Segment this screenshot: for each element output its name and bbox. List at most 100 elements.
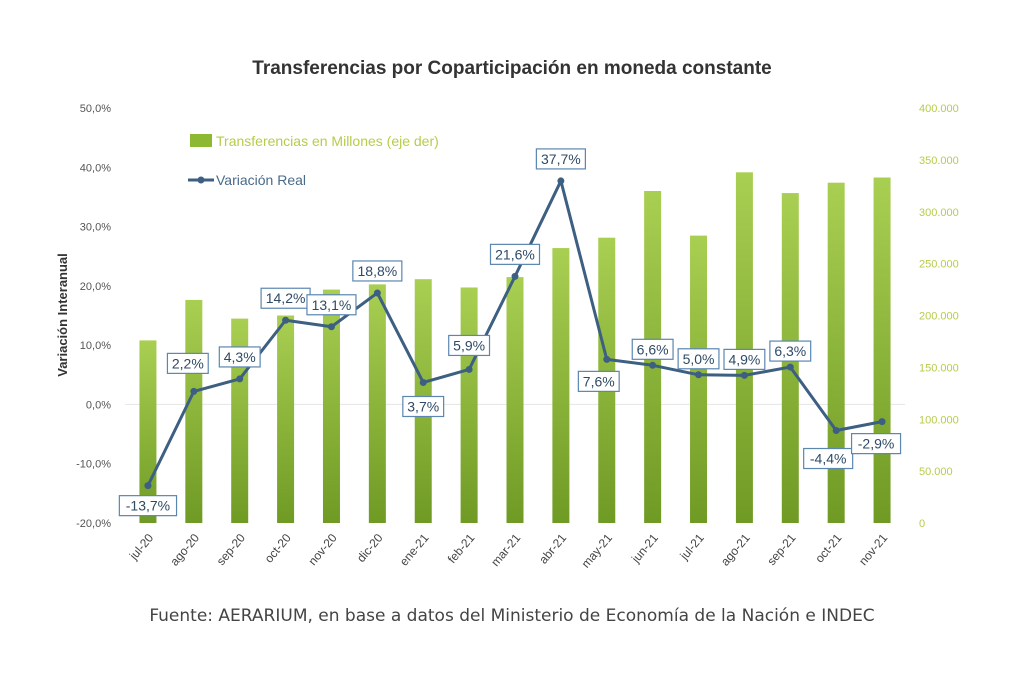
y-right-tick-label: 50.000 — [919, 466, 953, 478]
data-label-box — [535, 148, 586, 170]
y-right-tick-label: 100.000 — [919, 414, 959, 426]
bar — [368, 284, 386, 523]
line-point — [282, 316, 290, 324]
y-right-tick-label: 350.000 — [919, 155, 959, 167]
data-label: 4,3% — [224, 349, 256, 365]
data-label: 14,2% — [266, 290, 306, 306]
data-label: 3,7% — [407, 398, 439, 414]
x-tick-label: sep-21 — [764, 531, 799, 568]
data-label-box — [850, 433, 902, 455]
y-left-tick-label: 30,0% — [80, 222, 111, 234]
data-label-box — [677, 348, 720, 370]
chart-title: Transferencias por Coparticipación en mo… — [252, 58, 772, 79]
data-label-box — [769, 340, 812, 362]
line-point — [603, 355, 611, 363]
x-tick-label: mar-21 — [488, 531, 523, 569]
x-tick-label: jul-20 — [126, 531, 156, 563]
bar — [735, 172, 753, 523]
data-label-box — [166, 352, 209, 374]
data-label-box — [723, 348, 766, 370]
line-point — [236, 375, 244, 383]
bar — [552, 248, 570, 523]
y-left-tick-label: 10,0% — [80, 340, 111, 352]
legend-line-label: Variación Real — [216, 172, 306, 188]
y-left-tick-label: 40,0% — [80, 162, 111, 174]
line-point — [832, 427, 840, 435]
data-label: 18,8% — [358, 263, 398, 279]
line-point — [144, 482, 152, 490]
bar — [690, 235, 708, 524]
data-label-box — [631, 338, 674, 360]
data-label: 6,3% — [774, 343, 806, 359]
line-point — [878, 418, 886, 426]
data-label-box — [306, 294, 357, 316]
x-tick-label: feb-21 — [445, 531, 478, 566]
data-label: 13,1% — [312, 297, 352, 313]
y-right-tick-label: 300.000 — [919, 207, 959, 219]
data-label: 5,0% — [683, 351, 715, 367]
line-point — [649, 361, 657, 369]
bar — [506, 277, 524, 523]
line-point — [190, 387, 198, 395]
y-right-tick-label: 400.000 — [919, 103, 959, 115]
bar — [231, 318, 249, 523]
data-label: 21,6% — [495, 246, 535, 262]
line-point — [465, 365, 473, 373]
bar — [185, 299, 203, 523]
line-point — [511, 272, 519, 280]
line-point — [740, 371, 748, 379]
x-tick-label: sep-20 — [214, 531, 249, 568]
bar — [322, 289, 340, 523]
y-left-tick-label: 50,0% — [80, 103, 111, 115]
line-point — [419, 378, 427, 386]
y-left-tick-label: 0,0% — [86, 399, 111, 411]
x-tick-label: oct-21 — [812, 531, 844, 566]
legend-bar-swatch — [190, 134, 212, 147]
y-right-tick-label: 150.000 — [919, 362, 959, 374]
data-label: 6,6% — [637, 341, 669, 357]
x-tick-label: nov-20 — [305, 531, 340, 568]
data-label-box — [402, 395, 445, 418]
legend-bar-label: Transferencias en Millones (eje der) — [216, 133, 439, 149]
x-tick-label: dic-20 — [354, 531, 386, 565]
y-left-tick-label: -20,0% — [76, 518, 111, 530]
data-label-box — [218, 346, 261, 368]
line-point — [786, 363, 794, 371]
data-label-box — [577, 370, 620, 392]
data-label-box — [352, 260, 403, 282]
line-point — [557, 177, 565, 185]
y-axis-label: Variación Interanual — [55, 253, 70, 377]
data-label-box — [803, 447, 854, 470]
x-tick-label: jul-21 — [677, 531, 707, 563]
line-point — [373, 289, 381, 297]
data-label: 5,9% — [453, 337, 485, 353]
bar — [277, 315, 295, 523]
x-tick-label: jun-21 — [628, 531, 661, 567]
chart-source: Fuente: AERARIUM, en base a datos del Mi… — [149, 606, 875, 626]
x-tick-label: ago-21 — [718, 531, 753, 569]
data-label-box — [118, 495, 178, 517]
x-tick-label: may-21 — [579, 531, 616, 571]
line-point — [327, 323, 335, 331]
x-tick-label: abr-21 — [536, 531, 569, 567]
data-label-box — [489, 243, 541, 265]
data-label: 7,6% — [583, 373, 615, 389]
x-tick-label: oct-20 — [262, 531, 294, 566]
data-label: 37,7% — [541, 151, 581, 167]
y-left-tick-label: -10,0% — [76, 459, 111, 471]
data-label: -2,9% — [858, 436, 895, 452]
y-right-tick-label: 250.000 — [919, 259, 959, 271]
y-left-tick-label: 20,0% — [80, 281, 111, 293]
x-tick-label: nov-21 — [856, 531, 891, 568]
y-right-tick-label: 200.000 — [919, 311, 959, 323]
legend-line-marker — [197, 176, 205, 184]
line-point — [695, 371, 703, 379]
bar — [460, 287, 478, 523]
bar — [873, 177, 891, 523]
bar — [827, 182, 845, 523]
data-label: 2,2% — [172, 355, 204, 371]
y-right-tick-label: 0 — [919, 518, 925, 530]
x-tick-label: ene-21 — [397, 531, 432, 569]
